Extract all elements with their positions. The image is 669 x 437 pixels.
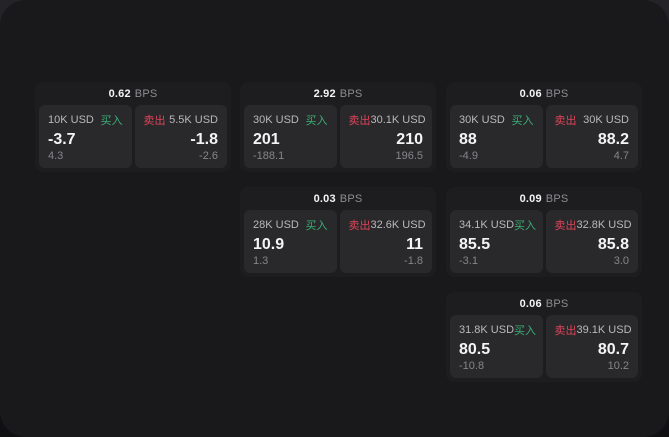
spread-value: 2.92 [313, 87, 336, 100]
sell-tag: 卖出 [143, 115, 166, 127]
sell-price: 210 [396, 131, 423, 148]
buy-panel[interactable]: 30K USD 买入 88 -4.9 [450, 105, 543, 168]
quote-body: 28K USD 买入 10.9 1.3 卖出 32.6K USD 11 -1.8 [244, 210, 432, 273]
buy-price: 80.5 [459, 341, 491, 358]
buy-amount: 28K USD [253, 219, 299, 231]
buy-amount: 30K USD [459, 114, 505, 126]
spread-value: 0.62 [108, 87, 131, 100]
spread-unit: BPS [545, 87, 569, 100]
quote-body: 34.1K USD 买入 85.5 -3.1 卖出 32.8K USD 85.8… [450, 210, 638, 273]
sell-delta: 3.0 [613, 255, 629, 267]
sell-amount: 32.8K USD [576, 219, 632, 231]
buy-panel[interactable]: 31.8K USD 买入 80.5 -10.8 [450, 315, 543, 378]
quote-card-5: 0.09 BPS 34.1K USD 买入 85.5 -3.1 卖出 32.8K… [446, 187, 642, 277]
sell-delta: 196.5 [395, 150, 423, 162]
buy-amount: 10K USD [48, 114, 94, 126]
sell-amount: 5.5K USD [169, 114, 218, 126]
quote-card-1: 0.62 BPS 10K USD 买入 -3.7 4.3 卖出 5.5K USD… [35, 82, 231, 172]
buy-price: 85.5 [459, 236, 491, 253]
buy-amount: 30K USD [253, 114, 299, 126]
sell-delta: -1.8 [404, 255, 423, 267]
buy-tag: 买入 [305, 115, 328, 127]
sell-amount: 30.1K USD [370, 114, 426, 126]
sell-price: -1.8 [190, 131, 218, 148]
quote-body: 31.8K USD 买入 80.5 -10.8 卖出 39.1K USD 80.… [450, 315, 638, 378]
quote-body: 10K USD 买入 -3.7 4.3 卖出 5.5K USD -1.8 -2.… [39, 105, 227, 168]
sell-delta: 10.2 [607, 360, 629, 372]
sell-tag: 卖出 [554, 115, 577, 127]
sell-delta: -2.6 [199, 150, 218, 162]
buy-price: 88 [459, 131, 477, 148]
buy-delta: -10.8 [459, 360, 485, 372]
sell-tag: 卖出 [554, 325, 577, 337]
buy-delta: 4.3 [48, 150, 64, 162]
quote-body: 30K USD 买入 88 -4.9 卖出 30K USD 88.2 4.7 [450, 105, 638, 168]
buy-tag: 买入 [100, 115, 123, 127]
spread-header: 0.06 BPS [450, 82, 638, 105]
buy-price: -3.7 [48, 131, 76, 148]
spread-header: 2.92 BPS [244, 82, 432, 105]
sell-tag: 卖出 [348, 220, 371, 232]
sell-tag: 卖出 [554, 220, 577, 232]
sell-panel[interactable]: 卖出 30K USD 88.2 4.7 [545, 105, 638, 168]
spread-value: 0.09 [519, 192, 542, 205]
sell-delta: 4.7 [613, 150, 629, 162]
spread-header: 0.06 BPS [450, 292, 638, 315]
buy-delta: -188.1 [253, 150, 285, 162]
spread-value: 0.06 [519, 297, 542, 310]
buy-panel[interactable]: 30K USD 买入 201 -188.1 [244, 105, 337, 168]
sell-amount: 30K USD [583, 114, 629, 126]
buy-tag: 买入 [511, 115, 534, 127]
spread-unit: BPS [545, 297, 569, 310]
spread-unit: BPS [339, 192, 363, 205]
spread-value: 0.06 [519, 87, 542, 100]
sell-price: 11 [406, 236, 423, 253]
buy-tag: 买入 [514, 220, 537, 232]
buy-tag: 买入 [305, 220, 328, 232]
quote-body: 30K USD 买入 201 -188.1 卖出 30.1K USD 210 1… [244, 105, 432, 168]
sell-amount: 39.1K USD [576, 324, 632, 336]
spread-header: 0.09 BPS [450, 187, 638, 210]
sell-amount: 32.6K USD [370, 219, 426, 231]
quote-card-3: 0.06 BPS 30K USD 买入 88 -4.9 卖出 30K USD 8… [446, 82, 642, 172]
quote-card-2: 2.92 BPS 30K USD 买入 201 -188.1 卖出 30.1K … [240, 82, 436, 172]
sell-panel[interactable]: 卖出 32.6K USD 11 -1.8 [339, 210, 432, 273]
sell-panel[interactable]: 卖出 32.8K USD 85.8 3.0 [545, 210, 638, 273]
buy-price: 10.9 [253, 236, 285, 253]
buy-tag: 买入 [514, 325, 537, 337]
buy-panel[interactable]: 28K USD 买入 10.9 1.3 [244, 210, 337, 273]
buy-panel[interactable]: 34.1K USD 买入 85.5 -3.1 [450, 210, 543, 273]
sell-price: 80.7 [597, 341, 629, 358]
sell-panel[interactable]: 卖出 5.5K USD -1.8 -2.6 [134, 105, 227, 168]
quote-card-4: 0.03 BPS 28K USD 买入 10.9 1.3 卖出 32.6K US… [240, 187, 436, 277]
sell-price: 88.2 [597, 131, 629, 148]
sell-tag: 卖出 [348, 115, 371, 127]
quote-card-6: 0.06 BPS 31.8K USD 买入 80.5 -10.8 卖出 39.1… [446, 292, 642, 382]
buy-delta: 1.3 [253, 255, 269, 267]
sell-panel[interactable]: 卖出 39.1K USD 80.7 10.2 [545, 315, 638, 378]
spread-header: 0.62 BPS [39, 82, 227, 105]
sell-price: 85.8 [597, 236, 629, 253]
buy-price: 201 [253, 131, 280, 148]
sell-panel[interactable]: 卖出 30.1K USD 210 196.5 [339, 105, 432, 168]
buy-delta: -4.9 [459, 150, 478, 162]
buy-amount: 31.8K USD [459, 324, 515, 336]
spread-header: 0.03 BPS [244, 187, 432, 210]
spread-unit: BPS [339, 87, 363, 100]
buy-delta: -3.1 [459, 255, 478, 267]
buy-amount: 34.1K USD [459, 219, 515, 231]
spread-value: 0.03 [313, 192, 336, 205]
spread-unit: BPS [134, 87, 158, 100]
buy-panel[interactable]: 10K USD 买入 -3.7 4.3 [39, 105, 132, 168]
spread-unit: BPS [545, 192, 569, 205]
